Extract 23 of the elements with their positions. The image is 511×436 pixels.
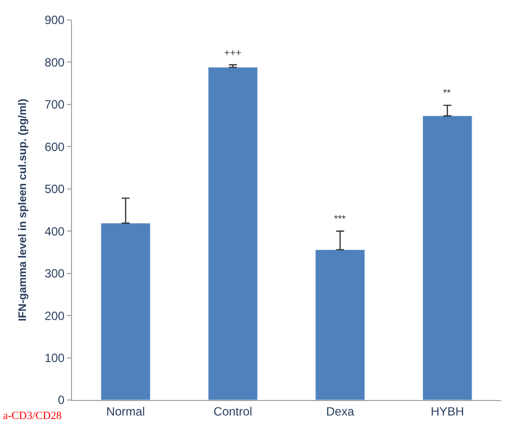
bar bbox=[422, 116, 472, 400]
y-tick-label: 0 bbox=[58, 393, 65, 408]
y-tick-label: 800 bbox=[44, 55, 65, 70]
y-tick-label: 500 bbox=[44, 182, 65, 196]
x-tick-label: Normal bbox=[106, 404, 145, 418]
y-tick-label: 400 bbox=[44, 224, 65, 238]
y-tick-label: 200 bbox=[44, 308, 65, 323]
x-tick-label: Dexa bbox=[326, 404, 354, 418]
y-tick-label: 700 bbox=[44, 98, 65, 112]
y-tick-label: 300 bbox=[44, 266, 65, 281]
x-tick-label: Control bbox=[214, 404, 252, 418]
y-tick-label: 900 bbox=[44, 13, 65, 28]
x-tick-label: HYBH bbox=[430, 404, 464, 418]
annotation: +++ bbox=[224, 48, 242, 59]
bar bbox=[315, 249, 366, 400]
y-axis-title: IFN-gamma level in spleen cul.sup. (pg/ml) bbox=[17, 98, 30, 322]
annotation: *** bbox=[334, 214, 346, 225]
y-tick-label: 600 bbox=[44, 140, 65, 154]
text: a-CD3/CD28 bbox=[3, 410, 62, 422]
y-tick-label: 100 bbox=[44, 350, 65, 365]
bar bbox=[208, 67, 258, 400]
annotation: ** bbox=[443, 88, 451, 99]
bar bbox=[100, 222, 151, 400]
